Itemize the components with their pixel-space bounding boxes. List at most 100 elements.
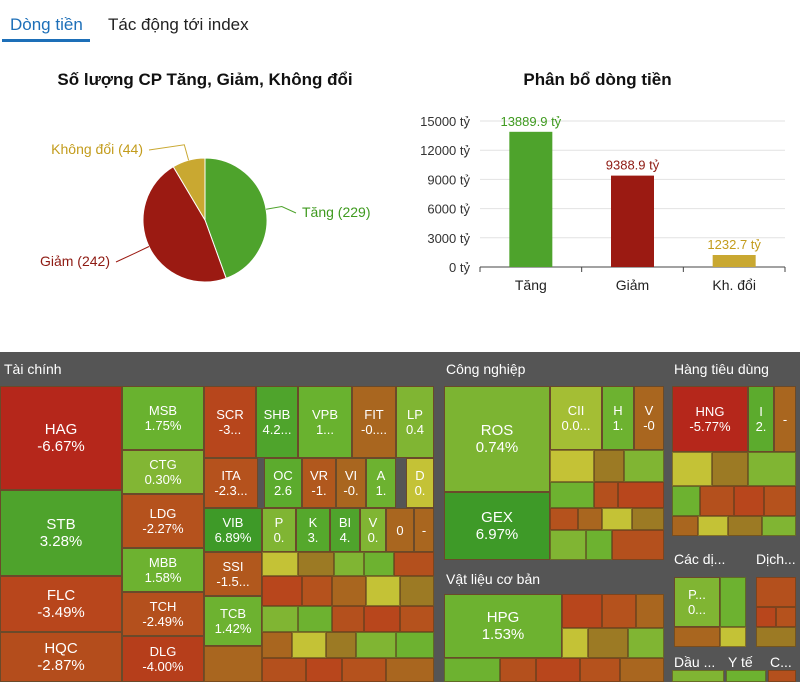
stock-tile-[interactable]: - <box>414 508 434 552</box>
stock-tile-small[interactable] <box>762 516 796 536</box>
stock-tile-small[interactable] <box>720 627 746 647</box>
stock-tile-p[interactable]: P 0. <box>262 508 296 552</box>
stock-tile-i[interactable]: I 2. <box>748 386 774 452</box>
stock-tile-small[interactable] <box>728 516 762 536</box>
sector-header-hang-tieu-dung[interactable]: Hàng tiêu dùng <box>674 361 769 377</box>
sector-header-y-te[interactable]: Y tế <box>728 654 753 670</box>
stock-tile-p[interactable]: P... 0... <box>674 577 720 627</box>
tab-dong-tien[interactable]: Dòng tiền <box>10 15 83 34</box>
stock-tile-small[interactable] <box>698 516 728 536</box>
sector-header-dau-khi[interactable]: Dầu ... <box>674 654 716 670</box>
stock-tile-0[interactable]: 0 <box>386 508 414 552</box>
stock-tile-cii[interactable]: CII 0.0... <box>550 386 602 450</box>
stock-tile-small[interactable] <box>764 486 796 516</box>
stock-tile-hng[interactable]: HNG -5.77% <box>672 386 748 452</box>
stock-tile-mbb[interactable]: MBB 1.58% <box>122 548 204 592</box>
stock-tile-small[interactable] <box>674 627 720 647</box>
stock-tile-small[interactable] <box>364 606 400 632</box>
stock-tile-small[interactable] <box>400 606 434 632</box>
stock-tile-dlg[interactable]: DLG -4.00% <box>122 636 204 682</box>
stock-tile-small[interactable] <box>292 632 326 658</box>
stock-tile-small[interactable] <box>602 594 636 628</box>
stock-tile-small[interactable] <box>298 552 334 576</box>
stock-tile-small[interactable] <box>756 607 776 627</box>
stock-tile-small[interactable] <box>262 632 292 658</box>
stock-tile-oc[interactable]: OC 2.6 <box>264 458 302 508</box>
sector-header-cong-nghiep[interactable]: Công nghiệp <box>446 361 526 377</box>
stock-tile-small[interactable] <box>262 658 306 682</box>
stock-tile-ldg[interactable]: LDG -2.27% <box>122 494 204 548</box>
stock-tile-small[interactable] <box>776 607 796 627</box>
stock-tile-hqc[interactable]: HQC -2.87% <box>0 632 122 682</box>
stock-tile-vib[interactable]: VIB 6.89% <box>204 508 262 552</box>
stock-tile-small[interactable] <box>444 658 500 682</box>
stock-tile-small[interactable] <box>550 530 586 560</box>
stock-tile-small[interactable] <box>204 646 262 682</box>
stock-tile-small[interactable] <box>672 452 712 486</box>
stock-tile-small[interactable] <box>332 576 366 606</box>
stock-tile-small[interactable] <box>632 508 664 530</box>
pie-slice-2[interactable] <box>172 157 206 222</box>
stock-tile-v[interactable]: V 0. <box>360 508 386 552</box>
stock-tile-small[interactable] <box>768 670 796 682</box>
stock-tile-small[interactable] <box>756 577 796 607</box>
stock-tile-shb[interactable]: SHB 4.2... <box>256 386 298 458</box>
stock-tile-small[interactable] <box>612 530 664 560</box>
stock-tile-ros[interactable]: ROS 0.74% <box>444 386 550 492</box>
stock-tile-k[interactable]: K 3. <box>296 508 330 552</box>
stock-tile-small[interactable] <box>356 632 396 658</box>
stock-tile-small[interactable] <box>262 552 298 576</box>
stock-tile-small[interactable] <box>602 508 632 530</box>
stock-tile-small[interactable] <box>550 508 578 530</box>
stock-tile-small[interactable] <box>262 606 298 632</box>
stock-tile-tcb[interactable]: TCB 1.42% <box>204 596 262 646</box>
stock-tile-hag[interactable]: HAG -6.67% <box>0 386 122 490</box>
stock-tile-small[interactable] <box>636 594 664 628</box>
stock-tile-gex[interactable]: GEX 6.97% <box>444 492 550 560</box>
stock-tile-small[interactable] <box>298 606 332 632</box>
stock-tile-small[interactable] <box>628 628 664 658</box>
stock-tile-small[interactable] <box>700 486 734 516</box>
stock-tile-small[interactable] <box>672 670 724 682</box>
stock-tile-[interactable]: - <box>774 386 796 452</box>
stock-tile-small[interactable] <box>578 508 602 530</box>
pie-slice-0[interactable] <box>204 157 268 279</box>
stock-tile-small[interactable] <box>562 628 588 658</box>
stock-tile-flc[interactable]: FLC -3.49% <box>0 576 122 632</box>
stock-tile-lp[interactable]: LP 0.4 <box>396 386 434 458</box>
stock-tile-small[interactable] <box>748 452 796 486</box>
stock-tile-small[interactable] <box>756 627 796 647</box>
stock-tile-small[interactable] <box>734 486 764 516</box>
bar-0[interactable] <box>509 131 553 267</box>
stock-tile-small[interactable] <box>594 450 624 482</box>
stock-tile-small[interactable] <box>580 658 620 682</box>
stock-tile-small[interactable] <box>326 632 356 658</box>
stock-tile-small[interactable] <box>618 482 664 508</box>
sector-header-cac-dich-vu[interactable]: Các dị... <box>674 551 726 567</box>
stock-tile-small[interactable] <box>550 482 594 508</box>
stock-tile-small[interactable] <box>400 576 434 606</box>
stock-tile-small[interactable] <box>396 632 434 658</box>
stock-tile-fit[interactable]: FIT -0.... <box>352 386 396 458</box>
stock-tile-small[interactable] <box>332 606 364 632</box>
stock-tile-d[interactable]: D 0. <box>406 458 434 508</box>
bar-1[interactable] <box>611 175 654 267</box>
stock-tile-small[interactable] <box>342 658 386 682</box>
stock-tile-small[interactable] <box>366 576 400 606</box>
stock-tile-small[interactable] <box>302 576 332 606</box>
stock-tile-bi[interactable]: BI 4. <box>330 508 360 552</box>
stock-tile-small[interactable] <box>550 450 594 482</box>
stock-tile-small[interactable] <box>620 658 664 682</box>
sector-header-dich-vu[interactable]: Dịch... <box>756 551 796 567</box>
bar-2[interactable] <box>712 255 756 267</box>
stock-tile-small[interactable] <box>672 486 700 516</box>
stock-tile-ita[interactable]: ITA -2.3... <box>204 458 258 508</box>
stock-tile-small[interactable] <box>588 628 628 658</box>
sector-header-cong-nghe[interactable]: C... <box>770 654 792 670</box>
stock-tile-msb[interactable]: MSB 1.75% <box>122 386 204 450</box>
stock-tile-a[interactable]: A 1. <box>366 458 396 508</box>
stock-tile-small[interactable] <box>394 552 434 576</box>
stock-tile-small[interactable] <box>364 552 394 576</box>
stock-tile-vr[interactable]: VR -1. <box>302 458 336 508</box>
stock-tile-small[interactable] <box>624 450 664 482</box>
